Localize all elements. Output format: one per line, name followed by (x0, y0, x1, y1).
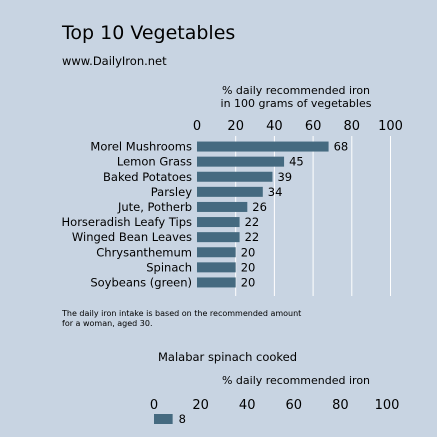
main-chart-category-label: Lemon Grass (117, 155, 192, 169)
main-chart-bar (197, 277, 236, 288)
main-chart-category-label: Jute, Potherb (117, 200, 192, 214)
main-chart-tick-label: 60 (305, 119, 322, 134)
secondary-chart-tick-label: 60 (286, 398, 303, 413)
main-chart-axis-title-line-1: % daily recommended iron (221, 84, 371, 97)
secondary-chart-tick-label: 40 (239, 398, 256, 413)
secondary-chart-bar (154, 414, 173, 424)
secondary-chart-axis-title: % daily recommended iron (221, 374, 371, 387)
main-chart-data-label: 26 (252, 200, 267, 214)
main-chart-tick-label: 20 (227, 119, 244, 134)
main-chart-category-label: Horseradish Leafy Tips (62, 215, 192, 229)
main-chart-data-label: 68 (334, 140, 349, 154)
main-chart-tick-label: 80 (344, 119, 361, 134)
main-chart-axis-title: % daily recommended iron in 100 grams of… (196, 84, 396, 110)
main-chart-category-label: Chrysanthemum (96, 245, 192, 259)
main-chart-tick-label: 0 (193, 119, 201, 134)
main-chart-category-label: Morel Mushrooms (90, 140, 192, 154)
main-chart-data-label: 20 (241, 245, 256, 259)
main-chart-bar (197, 247, 236, 258)
main-chart-bar (197, 232, 240, 243)
main-chart-bar (197, 201, 248, 212)
main-chart-category-label: Winged Bean Leaves (72, 230, 192, 244)
main-chart-data-label: 20 (241, 275, 256, 289)
source-url: www.DailyIron.net (62, 54, 167, 68)
main-chart-category-label: Spinach (146, 260, 192, 274)
main-chart-bar (197, 156, 285, 167)
secondary-chart-tick-label: 20 (192, 398, 209, 413)
secondary-chart-data-label: 8 (179, 412, 186, 426)
footnote: The daily iron intake is based on the re… (62, 309, 302, 328)
secondary-chart-tick-label: 80 (332, 398, 349, 413)
main-chart-tick-label: 40 (266, 119, 283, 134)
main-chart-category-label: Parsley (151, 185, 192, 199)
main-chart-bar (197, 141, 329, 152)
main-chart-tick-label: 100 (378, 119, 403, 134)
main-chart-data-label: 22 (245, 230, 260, 244)
secondary-chart-tick-label: 0 (150, 398, 158, 413)
main-chart-category-label: Soybeans (green) (90, 275, 192, 289)
main-chart-data-label: 20 (241, 260, 256, 274)
main-chart-data-label: 39 (277, 170, 292, 184)
main-chart-bar (197, 171, 273, 182)
main-chart-axis-title-line-2: in 100 grams of vegetables (220, 97, 372, 110)
main-chart-data-label: 34 (268, 185, 283, 199)
secondary-chart-tick-label: 100 (375, 398, 400, 413)
main-chart-category-label: Baked Potatoes (103, 170, 192, 184)
page-title: Top 10 Vegetables (62, 22, 236, 44)
secondary-chart-title: Malabar spinach cooked (158, 350, 298, 364)
main-chart-data-label: 22 (245, 215, 260, 229)
main-chart-data-label: 45 (289, 155, 304, 169)
main-chart-bar (197, 186, 263, 197)
main-chart-bar (197, 217, 240, 228)
main-chart-bar (197, 262, 236, 273)
